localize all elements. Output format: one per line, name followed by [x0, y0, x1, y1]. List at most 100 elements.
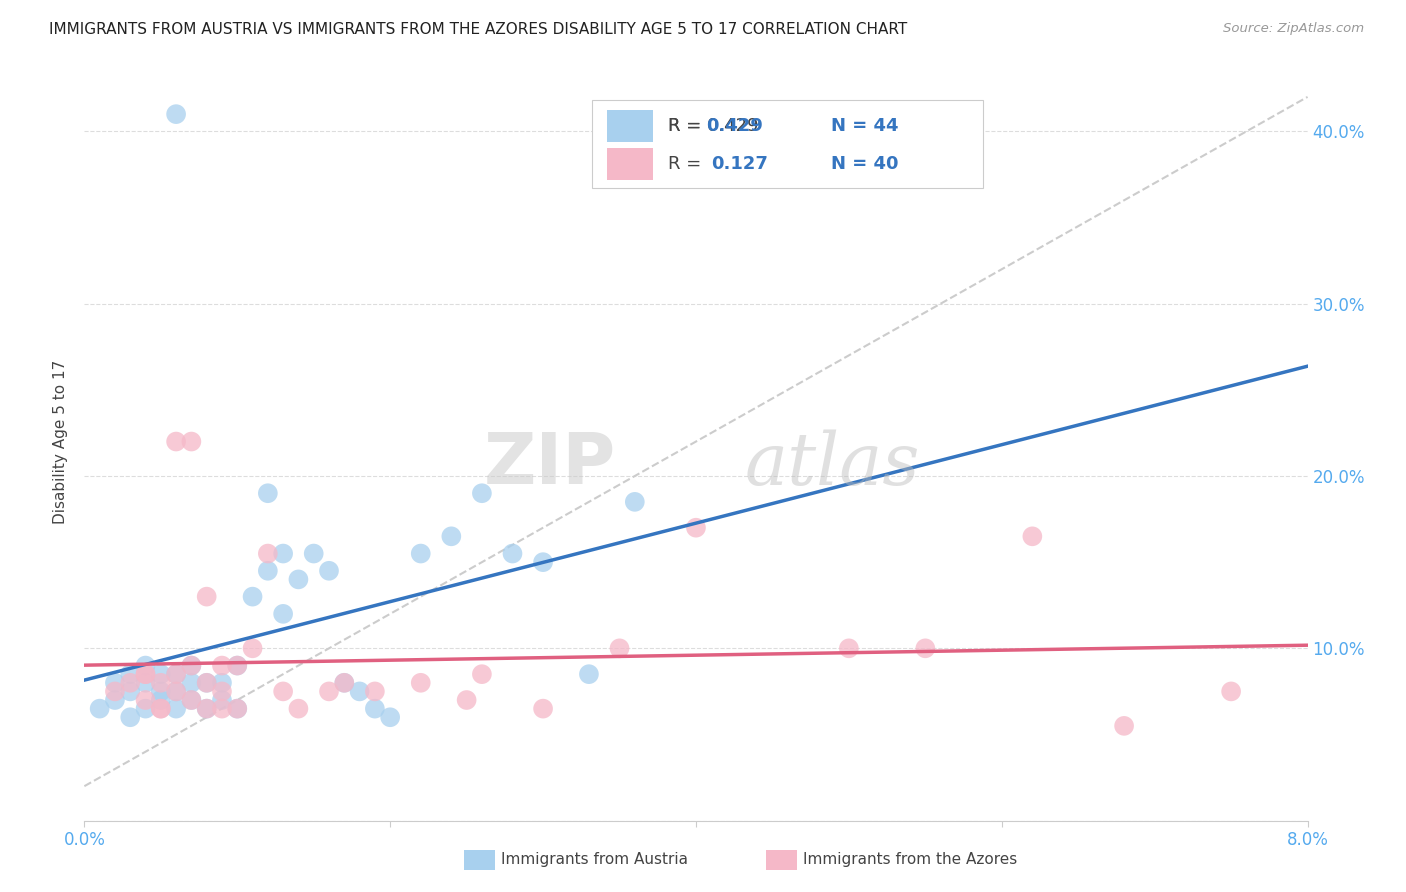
Point	[165, 667, 187, 681]
Text: 0.429: 0.429	[706, 117, 762, 135]
FancyBboxPatch shape	[592, 101, 983, 187]
Point	[578, 667, 600, 681]
Point	[120, 675, 142, 690]
Point	[195, 675, 218, 690]
Point	[409, 547, 432, 561]
Point	[165, 107, 187, 121]
Point	[257, 564, 280, 578]
Point	[211, 701, 233, 715]
Point	[364, 684, 387, 698]
Point	[364, 701, 387, 715]
Point	[89, 701, 111, 715]
Point	[271, 684, 294, 698]
Point	[195, 590, 218, 604]
Point	[685, 521, 707, 535]
Point	[302, 547, 325, 561]
Point	[287, 701, 309, 715]
Point	[180, 693, 202, 707]
Point	[333, 675, 356, 690]
Point	[502, 547, 524, 561]
FancyBboxPatch shape	[606, 111, 654, 142]
Point	[104, 693, 127, 707]
Point	[180, 693, 202, 707]
Point	[180, 658, 202, 673]
Point	[211, 675, 233, 690]
Text: 0.127: 0.127	[710, 155, 768, 173]
Point	[531, 555, 554, 569]
Point	[1220, 684, 1243, 698]
Point	[180, 675, 202, 690]
Point	[226, 701, 249, 715]
Text: R =: R =	[668, 117, 707, 135]
Point	[914, 641, 936, 656]
Point	[609, 641, 631, 656]
Text: R = 0.429: R = 0.429	[668, 117, 758, 135]
Text: ZIP: ZIP	[484, 430, 616, 499]
Point	[318, 564, 340, 578]
Point	[1114, 719, 1136, 733]
Point	[149, 701, 172, 715]
Point	[1021, 529, 1043, 543]
Point	[211, 693, 233, 707]
Text: Immigrants from the Azores: Immigrants from the Azores	[803, 853, 1017, 867]
Point	[271, 547, 294, 561]
Text: atlas: atlas	[745, 429, 921, 500]
Point	[349, 684, 371, 698]
Point	[165, 434, 187, 449]
Point	[104, 675, 127, 690]
Point	[242, 641, 264, 656]
Point	[271, 607, 294, 621]
Point	[165, 701, 187, 715]
Point	[120, 684, 142, 698]
Point	[120, 667, 142, 681]
Point	[531, 701, 554, 715]
Point	[180, 434, 202, 449]
Point	[226, 658, 249, 673]
Point	[165, 684, 187, 698]
Point	[471, 486, 494, 500]
Point	[242, 590, 264, 604]
Text: IMMIGRANTS FROM AUSTRIA VS IMMIGRANTS FROM THE AZORES DISABILITY AGE 5 TO 17 COR: IMMIGRANTS FROM AUSTRIA VS IMMIGRANTS FR…	[49, 22, 907, 37]
Point	[165, 667, 187, 681]
Point	[149, 701, 172, 715]
Point	[104, 684, 127, 698]
Point	[195, 701, 218, 715]
Point	[195, 701, 218, 715]
Text: N = 40: N = 40	[831, 155, 898, 173]
Point	[624, 495, 647, 509]
Point	[120, 710, 142, 724]
Point	[318, 684, 340, 698]
Point	[135, 667, 157, 681]
Point	[257, 547, 280, 561]
Point	[195, 675, 218, 690]
Text: R =: R =	[668, 155, 713, 173]
Point	[180, 658, 202, 673]
Y-axis label: Disability Age 5 to 17: Disability Age 5 to 17	[53, 359, 69, 524]
Point	[211, 658, 233, 673]
Point	[149, 684, 172, 698]
Point	[135, 675, 157, 690]
Point	[135, 658, 157, 673]
Point	[149, 693, 172, 707]
Point	[456, 693, 478, 707]
Point	[409, 675, 432, 690]
Point	[257, 486, 280, 500]
Text: Source: ZipAtlas.com: Source: ZipAtlas.com	[1223, 22, 1364, 36]
Point	[165, 684, 187, 698]
Point	[380, 710, 402, 724]
Text: Immigrants from Austria: Immigrants from Austria	[501, 853, 688, 867]
Point	[149, 667, 172, 681]
Point	[135, 667, 157, 681]
Point	[333, 675, 356, 690]
Point	[287, 573, 309, 587]
Point	[471, 667, 494, 681]
Text: N = 44: N = 44	[831, 117, 898, 135]
Point	[135, 701, 157, 715]
Point	[149, 675, 172, 690]
Point	[226, 701, 249, 715]
FancyBboxPatch shape	[606, 148, 654, 180]
Point	[440, 529, 463, 543]
Point	[226, 658, 249, 673]
Point	[838, 641, 860, 656]
Point	[135, 693, 157, 707]
